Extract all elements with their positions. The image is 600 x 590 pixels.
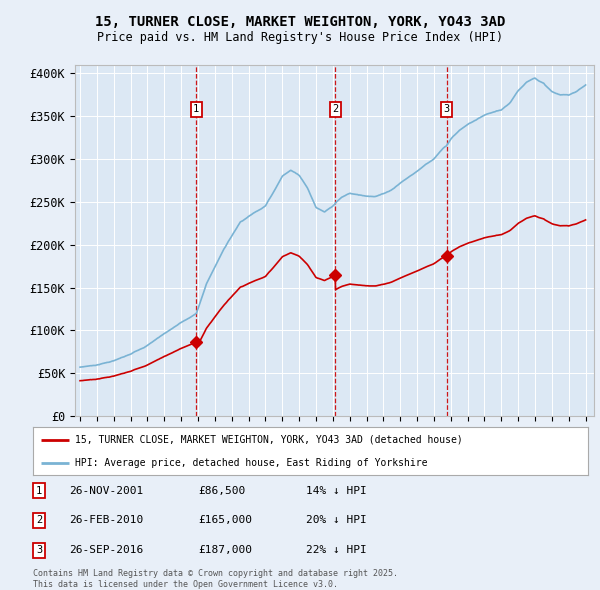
Text: HPI: Average price, detached house, East Riding of Yorkshire: HPI: Average price, detached house, East… (74, 458, 427, 468)
Text: 26-FEB-2010: 26-FEB-2010 (69, 516, 143, 525)
Text: 15, TURNER CLOSE, MARKET WEIGHTON, YORK, YO43 3AD (detached house): 15, TURNER CLOSE, MARKET WEIGHTON, YORK,… (74, 435, 463, 445)
Text: 2: 2 (36, 516, 42, 525)
Text: 15, TURNER CLOSE, MARKET WEIGHTON, YORK, YO43 3AD: 15, TURNER CLOSE, MARKET WEIGHTON, YORK,… (95, 15, 505, 29)
Text: This data is licensed under the Open Government Licence v3.0.: This data is licensed under the Open Gov… (33, 579, 338, 589)
Text: £165,000: £165,000 (198, 516, 252, 525)
Text: 2: 2 (332, 104, 338, 114)
Text: 3: 3 (443, 104, 449, 114)
Text: 26-NOV-2001: 26-NOV-2001 (69, 486, 143, 496)
Text: 3: 3 (36, 546, 42, 555)
Text: £187,000: £187,000 (198, 546, 252, 555)
Text: Contains HM Land Registry data © Crown copyright and database right 2025.: Contains HM Land Registry data © Crown c… (33, 569, 398, 578)
Text: 1: 1 (36, 486, 42, 496)
Text: 20% ↓ HPI: 20% ↓ HPI (306, 516, 367, 525)
Text: 22% ↓ HPI: 22% ↓ HPI (306, 546, 367, 555)
Text: 26-SEP-2016: 26-SEP-2016 (69, 546, 143, 555)
Text: Price paid vs. HM Land Registry's House Price Index (HPI): Price paid vs. HM Land Registry's House … (97, 31, 503, 44)
Text: £86,500: £86,500 (198, 486, 245, 496)
Text: 14% ↓ HPI: 14% ↓ HPI (306, 486, 367, 496)
Text: 1: 1 (193, 104, 199, 114)
